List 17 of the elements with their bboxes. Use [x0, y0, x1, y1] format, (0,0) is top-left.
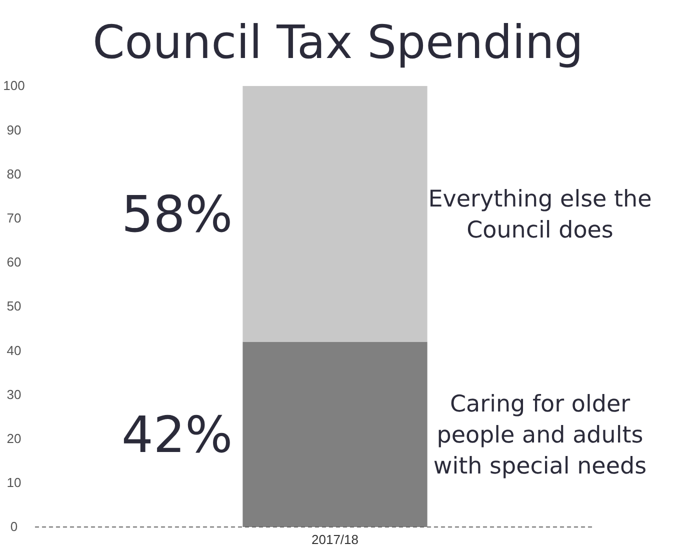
y-tick-label: 20 — [6, 430, 22, 446]
annotation: 42% — [122, 406, 233, 464]
y-tick-label: 100 — [3, 78, 25, 94]
y-tick-label: 70 — [6, 210, 22, 226]
y-tick-label: 90 — [6, 122, 22, 138]
y-tick-label: 10 — [6, 475, 22, 490]
y-tick-label: 80 — [6, 166, 22, 182]
x-tick-label: 2017/18 — [312, 532, 358, 547]
y-tick-label: 0 — [10, 519, 18, 534]
y-tick-label: 30 — [6, 386, 22, 402]
series-label: Caring for older people and adults with special needs — [433, 391, 647, 480]
chart-title: Council Tax Spending — [92, 15, 584, 69]
y-tick-label: 50 — [6, 298, 22, 314]
annotation: 58% — [122, 185, 233, 244]
series-label: Everything else the Council does — [428, 186, 652, 244]
y-tick-label: 40 — [6, 342, 22, 358]
y-tick-label: 60 — [6, 254, 22, 270]
